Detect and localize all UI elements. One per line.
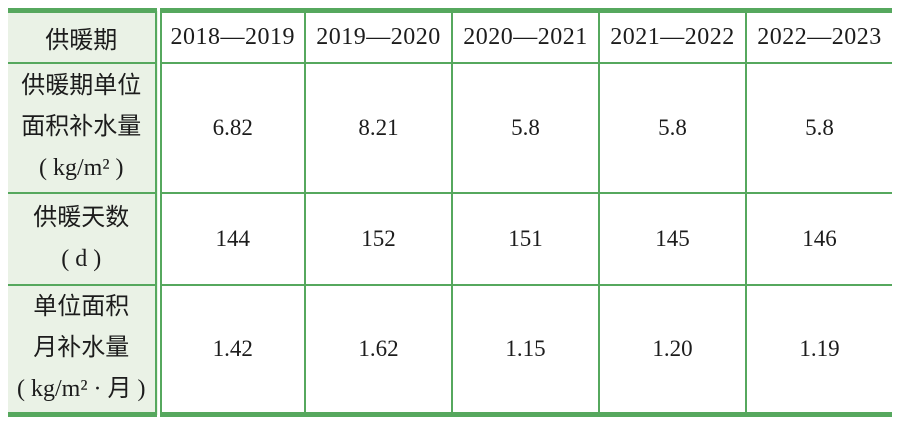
row-label-line: 供暖天数 [33, 204, 130, 231]
cell-value: 146 [745, 191, 892, 286]
cell-value: 5.8 [598, 61, 747, 194]
row-label-heating-days: 供暖天数 ( d ) [8, 191, 162, 286]
header-cell-period: 供暖期 [8, 9, 162, 64]
cell-value: 145 [598, 191, 747, 286]
cell-value: 8.21 [304, 61, 453, 194]
row-label-line: 供暖期单位 [21, 73, 142, 99]
row-label-monthly-supplement: 单位面积 月补水量 ( kg/m² · 月 ) [8, 283, 162, 416]
cell-value: 151 [451, 191, 600, 286]
cell-value: 1.19 [745, 283, 892, 416]
row-label-unit: ( d ) [61, 245, 102, 272]
cell-value: 1.42 [157, 283, 306, 416]
header-cell-year-2018-2019: 2018—2019 [157, 9, 306, 64]
cell-value: 1.62 [304, 283, 453, 416]
table-header-row: 供暖期 2018—2019 2019—2020 2020—2021 2021—2… [8, 9, 892, 64]
header-cell-year-2022-2023: 2022—2023 [745, 9, 892, 64]
header-cell-year-2019-2020: 2019—2020 [304, 9, 453, 64]
cell-value: 6.82 [157, 61, 306, 194]
table-row-monthly-supplement: 单位面积 月补水量 ( kg/m² · 月 ) 1.42 1.62 1.15 1… [8, 283, 892, 416]
cell-value: 1.20 [598, 283, 747, 416]
cell-value: 152 [304, 191, 453, 286]
heating-period-table-container: 供暖期 2018—2019 2019—2020 2020—2021 2021—2… [8, 8, 899, 417]
header-cell-year-2020-2021: 2020—2021 [451, 9, 600, 64]
table-row-heating-days: 供暖天数 ( d ) 144 152 151 145 146 [8, 191, 892, 286]
cell-value: 1.15 [451, 283, 600, 416]
heating-period-table: 供暖期 2018—2019 2019—2020 2020—2021 2021—2… [8, 8, 892, 417]
table-row-water-supplement: 供暖期单位 面积补水量 ( kg/m² ) 6.82 8.21 5.8 5.8 … [8, 61, 892, 194]
row-label-line: 单位面积 [33, 294, 130, 321]
row-label-unit: ( kg/m² · 月 ) [16, 376, 146, 403]
header-cell-year-2021-2022: 2021—2022 [598, 9, 747, 64]
row-label-line: 面积补水量 [21, 114, 142, 140]
cell-value: 144 [157, 191, 306, 286]
row-label-unit: ( kg/m² ) [38, 155, 124, 181]
row-label-water-supplement: 供暖期单位 面积补水量 ( kg/m² ) [8, 61, 162, 194]
cell-value: 5.8 [745, 61, 892, 194]
cell-value: 5.8 [451, 61, 600, 194]
row-label-line: 月补水量 [33, 335, 130, 362]
